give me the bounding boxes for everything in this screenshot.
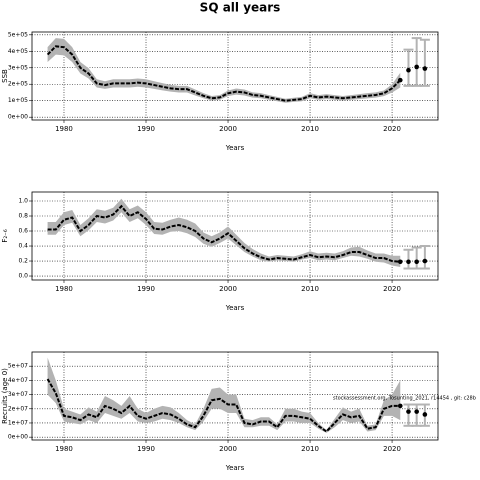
forecast-point [414,259,419,265]
forecast-point [397,403,403,409]
x-tick-label: 1990 [137,125,155,133]
plot-frame [31,191,439,281]
x-axis-label: Years [225,464,245,472]
x-tick-label: 1980 [55,285,73,293]
x-tick-label: 2010 [301,125,319,133]
y-tick-label: 0.8 [18,213,28,220]
x-tick-label: 2010 [301,445,319,453]
y-tick-label: 3e+07 [8,391,28,398]
forecast-point [406,259,411,265]
x-tick-label: 1990 [137,445,155,453]
estimate-line [46,378,401,433]
y-axis-label: F₂₋₆ [1,229,9,243]
y-tick-label: 1e+07 [8,419,28,426]
forecast-point [422,258,428,264]
y-tick-label: 5e+05 [8,31,28,38]
y-tick-label: 0.6 [18,228,28,235]
y-tick-label: 0.0 [18,273,28,280]
x-tick-label: 2000 [219,285,237,293]
x-tick-label: 2000 [219,125,237,133]
forecast-point [414,409,419,414]
plot-frame [31,31,439,121]
chart-title: SQ all years [200,1,281,15]
estimate-line [46,45,401,102]
y-tick-label: 5e+07 [8,363,28,370]
plot-frame [31,351,439,441]
x-tick-label: 2020 [383,125,401,133]
y-tick-label: 3e+05 [8,64,28,71]
y-tick-label: 0e+00 [8,434,28,441]
y-tick-label: 0.4 [18,243,28,250]
y-tick-label: 0e+00 [8,114,28,121]
estimate-line [47,204,401,263]
x-tick-label: 1980 [55,445,73,453]
y-axis-label: Recruits (age 0) [1,368,9,424]
y-tick-label: 4e+07 [8,377,28,384]
confidence-band [47,38,401,103]
forecast-point [406,409,411,414]
x-tick-label: 2000 [219,445,237,453]
x-tick-label: 1980 [55,125,73,133]
y-tick-label: 0.2 [18,258,28,265]
x-tick-label: 1990 [137,285,155,293]
x-tick-label: 2020 [383,285,401,293]
x-tick-label: 2020 [383,445,401,453]
y-tick-label: 2e+05 [8,81,28,88]
forecast-point [422,66,428,71]
forecast-point [397,259,403,265]
y-tick-label: 1.0 [18,198,28,205]
forecast-point [406,67,411,73]
forecast-point [422,412,428,417]
x-axis-label: Years [225,304,245,312]
y-tick-label: 2e+07 [8,405,28,412]
x-axis-label: Years [225,144,245,152]
x-tick-label: 2010 [301,285,319,293]
forecast-point [414,64,419,70]
y-tick-label: 1e+05 [8,97,28,104]
annotation: stockassessment.org, Tosunting_2021, r14… [333,396,476,402]
forecast-point [397,77,403,83]
y-tick-label: 4e+05 [8,48,28,55]
confidence-band [47,198,401,268]
y-axis-label: SSB [1,69,9,83]
